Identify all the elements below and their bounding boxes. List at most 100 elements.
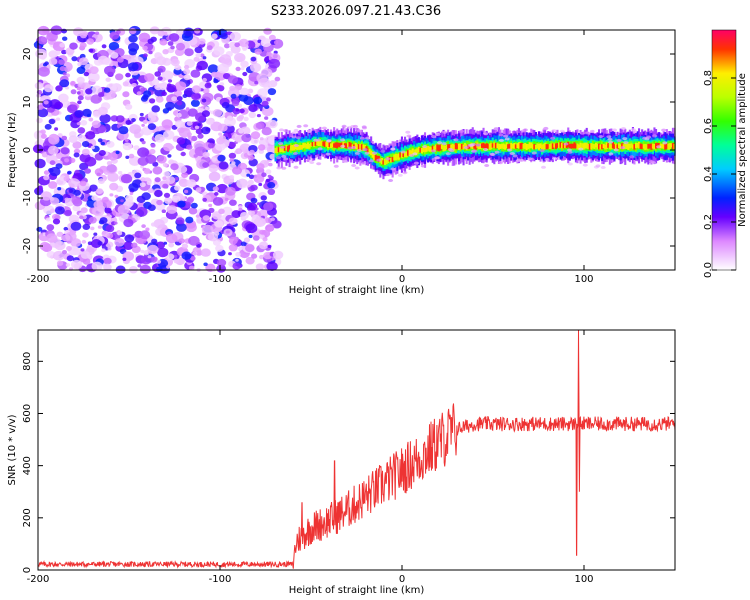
spectrogram-speckle <box>210 121 223 132</box>
spectrogram-speckle <box>202 151 210 158</box>
spectrogram-speckle <box>250 137 259 145</box>
spectrogram-ridge-cell <box>559 141 562 148</box>
spectrogram-speckle <box>99 217 108 224</box>
spectrogram-halo <box>552 156 557 160</box>
spectrogram-speckle <box>49 99 61 109</box>
spectrogram-speckle <box>88 48 94 53</box>
spectrogram-halo <box>498 133 504 137</box>
spectrogram-ridge-cell <box>345 143 348 149</box>
spectrogram-ridge-cell <box>347 142 350 148</box>
spectrogram-speckle <box>238 38 249 48</box>
spectrogram-speckle <box>143 168 151 175</box>
spectrogram-halo <box>541 165 546 169</box>
spectrogram-ridge-cell <box>299 144 302 150</box>
spectrogram-speckle <box>157 65 166 73</box>
spectrogram-speckle <box>125 103 133 110</box>
spectrogram-speckle <box>37 25 50 36</box>
spectrogram-halo <box>278 142 284 146</box>
spectrogram-ridge-cell <box>339 142 342 148</box>
spectrogram-ridge-cell <box>363 144 366 151</box>
spectrogram-speckle <box>62 72 67 76</box>
spectrogram-halo <box>550 136 556 140</box>
spectrogram-speckle <box>171 96 178 102</box>
spectrogram-halo <box>359 136 365 140</box>
spectrogram-speckle <box>194 28 201 34</box>
spectrogram-halo <box>445 152 451 156</box>
spectrogram-speckle <box>80 32 87 39</box>
spectrogram-speckle <box>150 222 156 227</box>
spectrogram-speckle <box>192 251 198 256</box>
snr-x-tick-label: 0 <box>399 574 405 585</box>
spectrogram-speckle <box>106 141 115 148</box>
spectrogram-ridge-cell <box>310 142 313 147</box>
spectrogram-speckle <box>263 202 274 211</box>
spectrogram-speckle <box>147 188 154 194</box>
spectrogram-speckle <box>178 238 186 244</box>
spectrogram-halo <box>652 134 658 138</box>
spectrogram-speckle <box>229 199 237 206</box>
snr-y-tick-label: 400 <box>22 456 33 475</box>
spectrogram-ridge-cell <box>641 144 644 150</box>
spectrogram-ridge-cell <box>481 143 484 148</box>
spectrogram-halo <box>380 149 386 153</box>
spectrogram-y-tick-label: -20 <box>22 238 33 254</box>
spectrogram-ridge-cell <box>613 144 616 149</box>
spectrogram-speckle <box>252 235 260 241</box>
spectrogram-speckle <box>248 104 258 113</box>
spectrogram-halo <box>559 129 565 133</box>
snr-y-tick-label: 200 <box>22 508 33 527</box>
spectrogram-ridge-cell <box>456 143 459 150</box>
spectrogram-speckle <box>243 116 249 122</box>
spectrogram-speckle <box>191 85 202 94</box>
spectrogram-speckle <box>218 132 223 136</box>
spectrogram-speckle <box>240 212 249 220</box>
spectrogram-ridge-cell <box>394 154 397 161</box>
spectrogram-ridge-cell <box>581 143 584 149</box>
spectrogram-ridge-cell <box>570 143 573 149</box>
snr-y-tick-label: 600 <box>22 404 33 423</box>
spectrogram-ridge-cell <box>285 145 288 151</box>
spectrogram-speckle <box>134 172 142 179</box>
spectrogram-speckle <box>105 164 118 174</box>
spectrogram-halo <box>305 159 311 162</box>
spectrogram-speckle <box>114 238 125 247</box>
spectrogram-speckle <box>211 33 218 40</box>
spectrogram-speckle <box>61 36 68 41</box>
spectrogram-speckle <box>208 203 213 208</box>
spectrogram-speckle <box>141 224 146 229</box>
spectrogram-speckle <box>122 257 127 261</box>
spectrogram-speckle <box>61 135 68 141</box>
spectrogram-halo <box>623 141 629 145</box>
spectrogram-speckle <box>36 117 43 124</box>
spectrogram-speckle <box>166 265 171 269</box>
spectrogram-speckle <box>131 242 138 248</box>
spectrogram-speckle <box>197 123 201 127</box>
spectrogram-speckle <box>147 255 152 259</box>
spectrogram-ridge-cell <box>399 152 402 158</box>
spectrogram-speckle <box>215 244 224 252</box>
snr-x-tick-label: -100 <box>209 574 232 585</box>
spectrogram-speckle <box>245 244 255 253</box>
spectrogram-speckle <box>85 88 93 95</box>
spectrogram-speckle <box>90 226 95 231</box>
spectrogram-speckle <box>242 71 248 77</box>
spectrogram-halo <box>296 124 302 128</box>
spectrogram-speckle <box>188 207 198 215</box>
spectrogram-speckle <box>48 118 56 125</box>
spectrogram-speckle <box>194 125 200 130</box>
spectrogram-halo <box>585 131 591 135</box>
spectrogram-ridge-cell <box>280 146 283 152</box>
spectrogram-speckle <box>240 241 247 247</box>
spectrogram-speckle <box>82 258 91 265</box>
spectrogram-ridge-cell <box>493 142 496 148</box>
spectrogram-speckle <box>256 114 261 118</box>
spectrogram-speckle <box>195 128 203 135</box>
spectrogram-ridge-cell <box>531 144 534 150</box>
spectrogram-halo <box>463 146 469 149</box>
spectrogram-speckle <box>100 141 105 146</box>
spectrogram-ridge-cell <box>274 147 277 154</box>
spectrogram-speckle <box>79 42 87 49</box>
spectrogram-halo <box>397 173 403 177</box>
spectrogram-ridge-cell <box>501 143 504 149</box>
spectrogram-speckle <box>59 66 66 72</box>
